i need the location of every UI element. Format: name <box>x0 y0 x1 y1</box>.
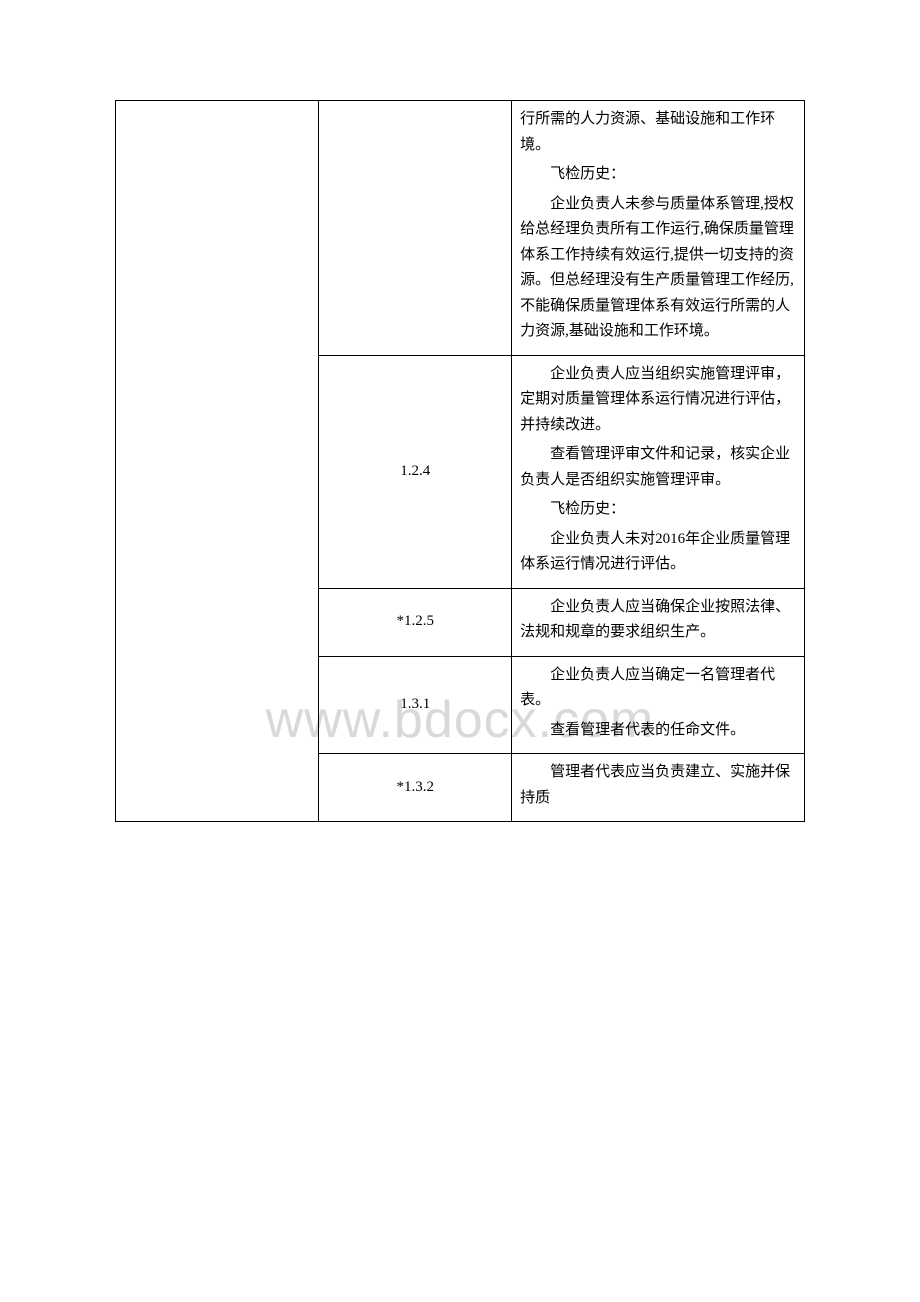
cell-content: 企业负责人应当组织实施管理评审，定期对质量管理体系运行情况进行评估，并持续改进。… <box>512 355 805 588</box>
paragraph: 飞检历史： <box>520 162 796 188</box>
cell-col1 <box>116 101 319 822</box>
paragraph: 飞检历史： <box>520 497 796 523</box>
paragraph: 企业负责人应当组织实施管理评审，定期对质量管理体系运行情况进行评估，并持续改进。 <box>520 362 796 439</box>
paragraph: 企业负责人未参与质量体系管理,授权给总经理负责所有工作运行,确保质量管理体系工作… <box>520 192 796 345</box>
inspection-table: 行所需的人力资源、基础设施和工作环境。 飞检历史： 企业负责人未参与质量体系管理… <box>115 100 805 822</box>
table-container: 行所需的人力资源、基础设施和工作环境。 飞检历史： 企业负责人未参与质量体系管理… <box>115 100 805 822</box>
cell-content: 企业负责人应当确保企业按照法律、法规和规章的要求组织生产。 <box>512 588 805 656</box>
paragraph: 企业负责人应当确保企业按照法律、法规和规章的要求组织生产。 <box>520 595 796 646</box>
cell-content: 行所需的人力资源、基础设施和工作环境。 飞检历史： 企业负责人未参与质量体系管理… <box>512 101 805 356</box>
cell-code <box>319 101 512 356</box>
cell-code: 1.3.1 <box>319 656 512 754</box>
cell-content: 企业负责人应当确定一名管理者代表。 查看管理者代表的任命文件。 <box>512 656 805 754</box>
paragraph: 行所需的人力资源、基础设施和工作环境。 <box>520 107 796 158</box>
cell-code: *1.3.2 <box>319 754 512 822</box>
paragraph: 企业负责人应当确定一名管理者代表。 <box>520 663 796 714</box>
paragraph: 管理者代表应当负责建立、实施并保持质 <box>520 760 796 811</box>
cell-code: 1.2.4 <box>319 355 512 588</box>
cell-code: *1.2.5 <box>319 588 512 656</box>
paragraph: 查看管理评审文件和记录，核实企业负责人是否组织实施管理评审。 <box>520 442 796 493</box>
table-row: 行所需的人力资源、基础设施和工作环境。 飞检历史： 企业负责人未参与质量体系管理… <box>116 101 805 356</box>
paragraph: 企业负责人未对2016年企业质量管理体系运行情况进行评估。 <box>520 527 796 578</box>
paragraph: 查看管理者代表的任命文件。 <box>520 718 796 744</box>
cell-content: 管理者代表应当负责建立、实施并保持质 <box>512 754 805 822</box>
